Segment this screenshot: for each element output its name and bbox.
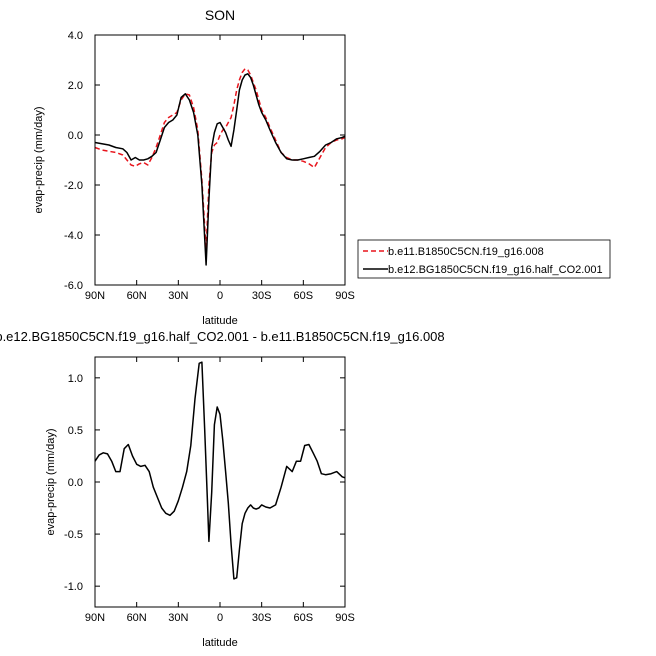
top-chart-y-ticks: -6.0 -4.0 -2.0 0.0 2.0 4.0 xyxy=(64,30,345,292)
series-line-1 xyxy=(94,68,346,251)
x-tick-label: 60S xyxy=(294,612,314,624)
y-tick-label: -1.0 xyxy=(64,581,83,593)
series-line-2 xyxy=(94,73,346,266)
y-tick-label: -2.0 xyxy=(64,180,83,192)
x-tick-label: 30S xyxy=(252,612,272,624)
x-tick-label: 30S xyxy=(252,290,272,302)
bottom-chart-x-ticks: 90N 60N 30N 0 30S 60S 90S xyxy=(85,357,355,624)
y-tick-label: 1.0 xyxy=(68,373,83,385)
top-chart-x-ticks: 90N 60N 30N 0 30S 60S 90S xyxy=(85,35,355,302)
y-tick-label: 0.0 xyxy=(68,130,83,142)
x-tick-label: 30N xyxy=(168,290,188,302)
y-tick-label: -4.0 xyxy=(64,230,83,242)
x-tick-label: 90S xyxy=(335,612,355,624)
x-tick-label: 90N xyxy=(85,290,105,302)
x-tick-label: 60S xyxy=(294,290,314,302)
top-chart-series-layer xyxy=(94,68,346,266)
bottom-chart-series-layer xyxy=(94,361,346,580)
x-tick-label: 30N xyxy=(168,612,188,624)
x-tick-label: 0 xyxy=(217,290,223,302)
top-chart-title: SON xyxy=(205,7,235,23)
bottom-chart-y-axis-label: evap-precip (mm/day) xyxy=(45,429,57,536)
bottom-chart-x-axis-label: latitude xyxy=(202,637,237,649)
x-tick-label: 90N xyxy=(85,612,105,624)
bottom-chart: b.e12.BG1850C5CN.f19_g16.half_CO2.001 - … xyxy=(0,329,445,649)
legend-box xyxy=(357,239,611,279)
x-tick-label: 60N xyxy=(127,290,147,302)
y-tick-label: 2.0 xyxy=(68,80,83,92)
top-chart: SON 90N 60N 30N 0 30S 60S 90S -6.0 -4.0 -2.0 0.0 2… xyxy=(33,7,355,327)
bottom-chart-frame xyxy=(94,356,346,608)
y-tick-label: 4.0 xyxy=(68,30,83,42)
series-line-1 xyxy=(94,361,346,580)
x-tick-label: 90S xyxy=(335,290,355,302)
x-tick-label: 0 xyxy=(217,612,223,624)
y-tick-label: -6.0 xyxy=(64,280,83,292)
legend-label-series-1: b.e11.B1850C5CN.f19_g16.008 xyxy=(388,246,544,258)
y-tick-label: 0.5 xyxy=(68,425,83,437)
legend: b.e11.B1850C5CN.f19_g16.008 b.e12.BG1850… xyxy=(357,239,611,279)
legend-label-series-2: b.e12.BG1850C5CN.f19_g16.half_CO2.001 xyxy=(388,264,603,276)
x-tick-label: 60N xyxy=(127,612,147,624)
bottom-chart-title: b.e12.BG1850C5CN.f19_g16.half_CO2.001 - … xyxy=(0,329,445,344)
top-chart-y-axis-label: evap-precip (mm/day) xyxy=(33,107,45,214)
y-tick-label: 0.0 xyxy=(68,477,83,489)
y-tick-label: -0.5 xyxy=(64,529,83,541)
top-chart-x-axis-label: latitude xyxy=(202,315,237,327)
bottom-chart-y-ticks: -1.0 -0.5 0.0 0.5 1.0 xyxy=(64,373,345,593)
